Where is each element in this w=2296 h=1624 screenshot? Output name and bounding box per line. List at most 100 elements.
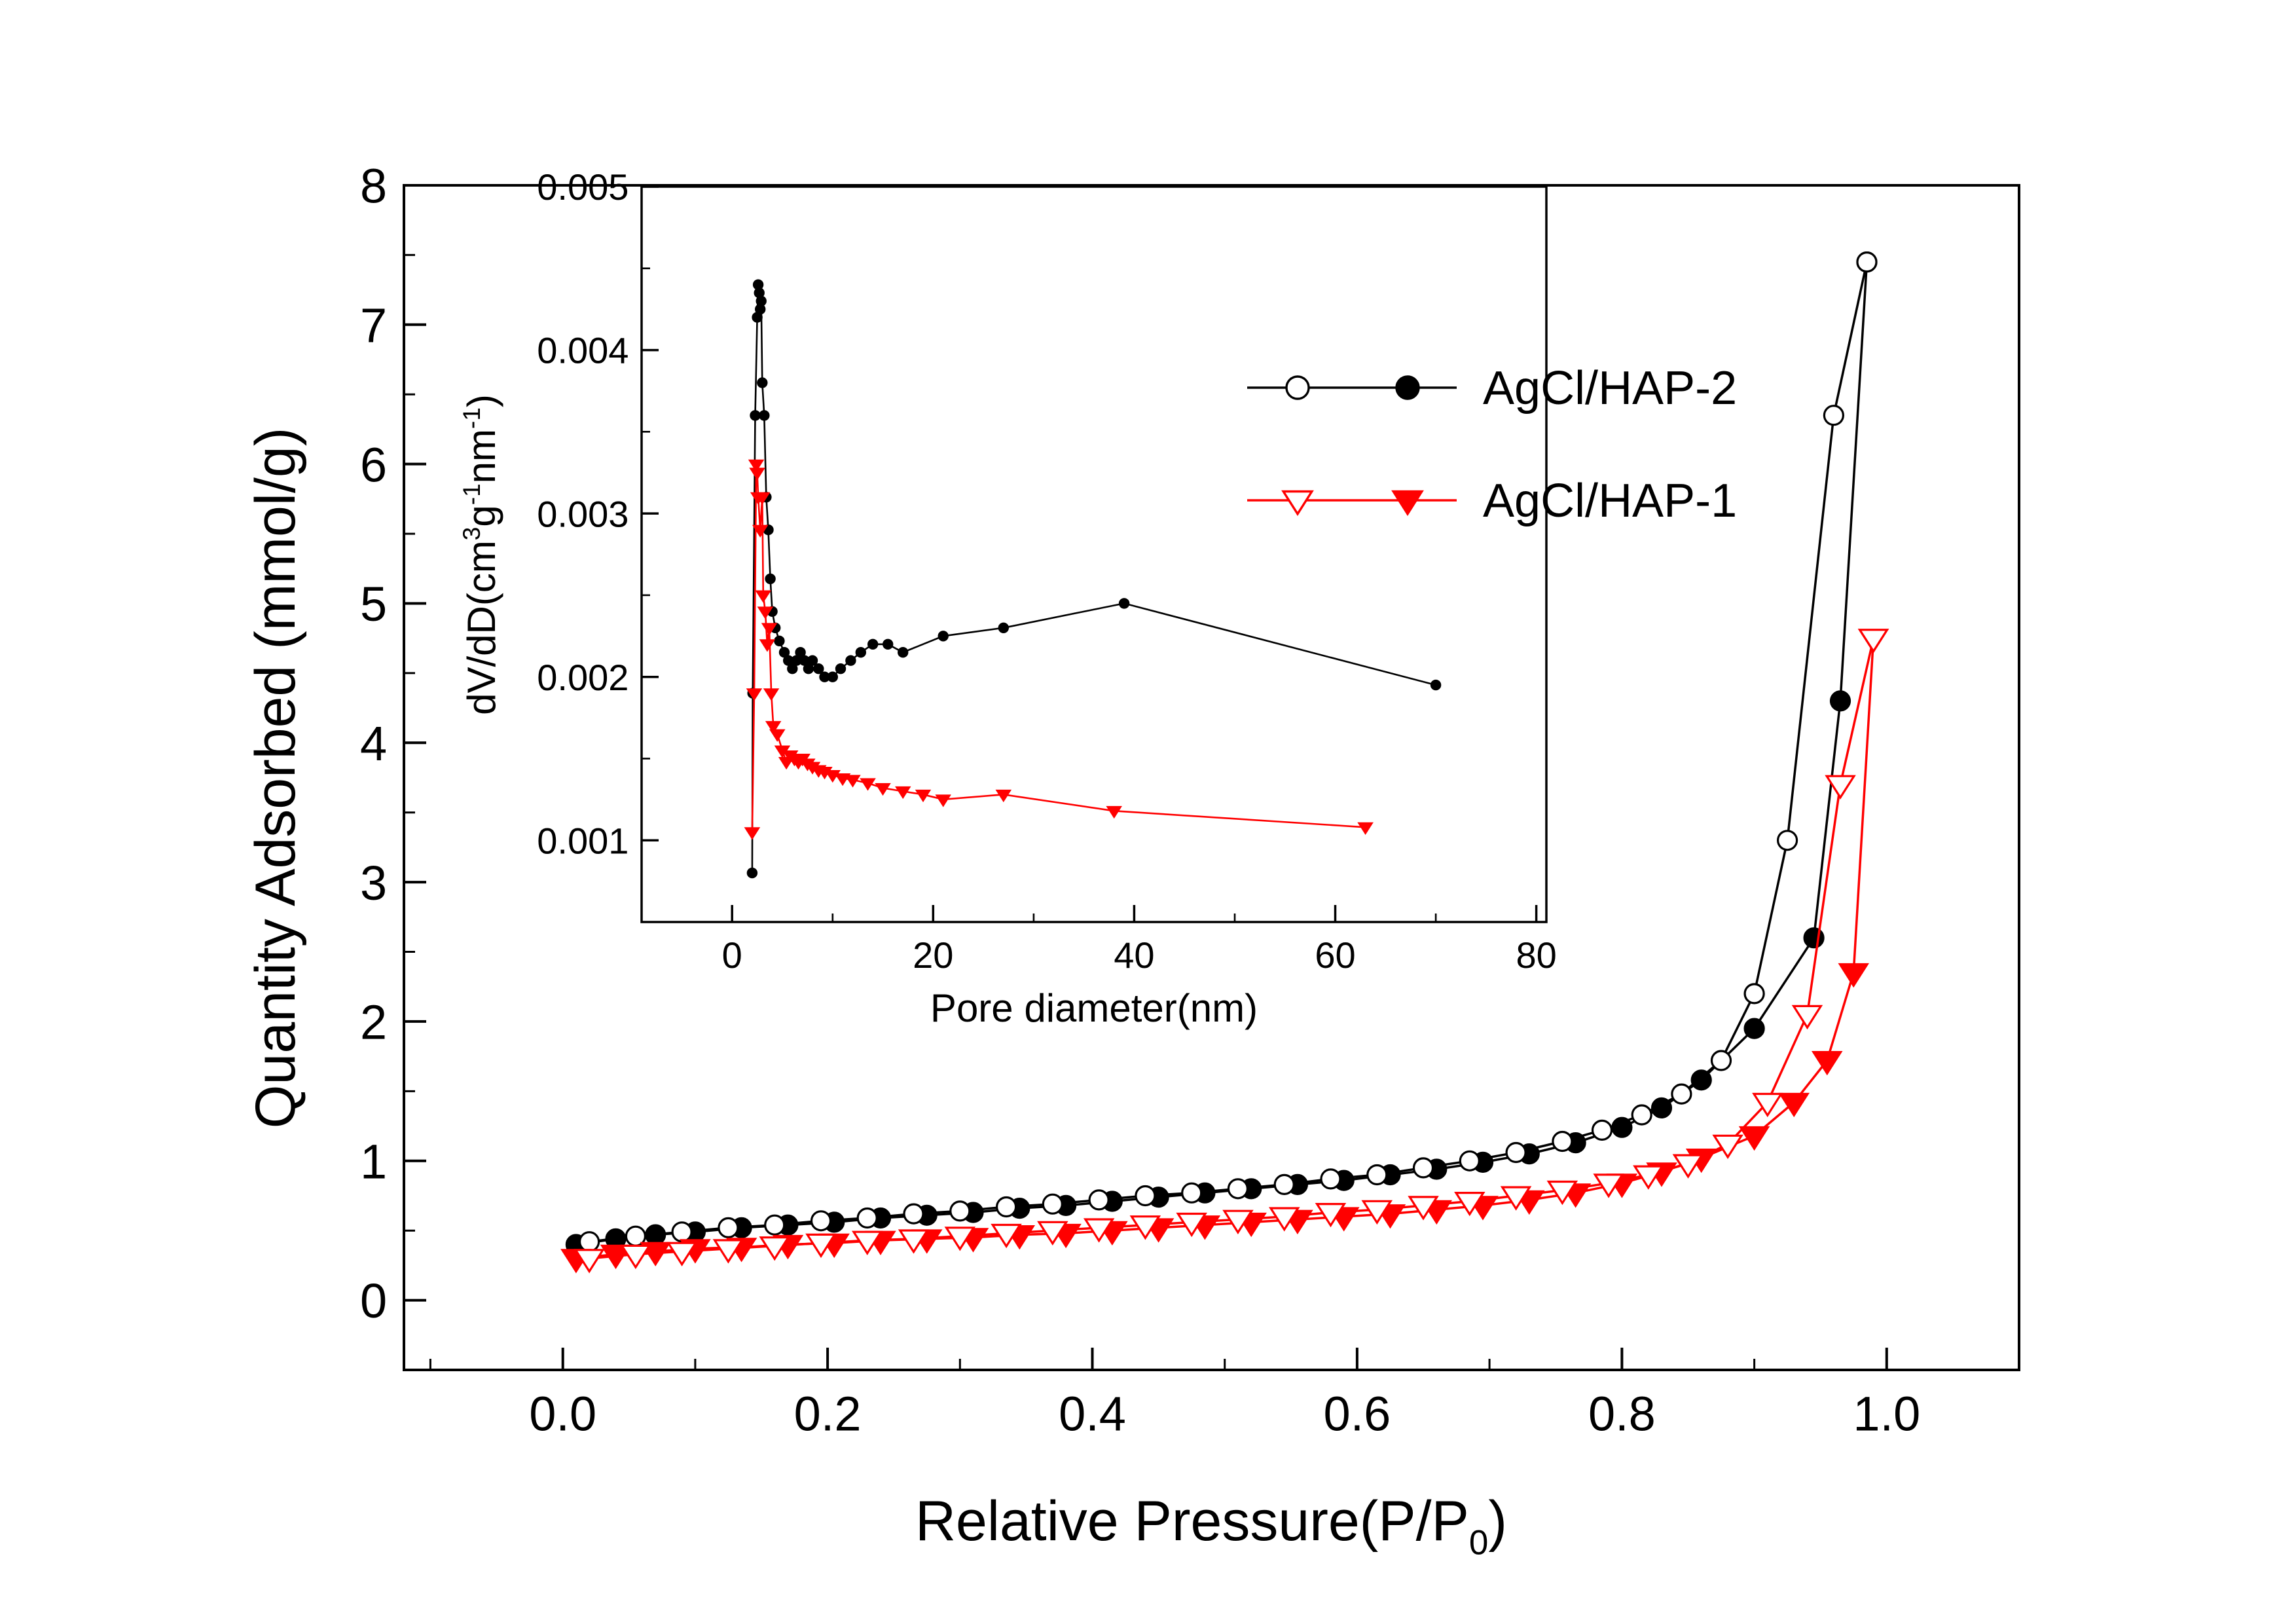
marker-triangle-open — [1037, 1221, 1068, 1246]
marker-triangle-open — [1633, 1165, 1664, 1190]
marker-circle-open — [1227, 1178, 1249, 1200]
marker-circle-filled — [882, 638, 894, 650]
marker-circle-open — [1273, 1173, 1295, 1196]
marker-circle-open — [1856, 251, 1878, 273]
marker-triangle-open — [851, 1230, 883, 1255]
y-tick-label: 7 — [360, 299, 387, 353]
marker-circle-filled — [1803, 927, 1825, 949]
marker-circle-open — [1552, 1130, 1573, 1153]
marker-triangle-filled — [1778, 1092, 1810, 1118]
marker-triangle-filled — [995, 789, 1012, 803]
x-tick-label: 0.0 — [529, 1387, 596, 1441]
marker-circle-filled — [750, 410, 761, 421]
marker-circle-open — [1042, 1193, 1063, 1215]
marker-triangle-open — [1752, 1092, 1783, 1118]
y-tick-label: 2 — [360, 995, 387, 1050]
marker-circle-filled — [765, 573, 776, 585]
marker-triangle-open — [1408, 1196, 1439, 1221]
marker-circle-filled — [1395, 375, 1420, 400]
marker-circle-filled — [759, 410, 770, 421]
inset-frame — [640, 185, 1548, 923]
marker-circle-open — [1285, 375, 1310, 400]
marker-circle-filled — [897, 647, 909, 658]
x-tick-label: 20 — [913, 934, 953, 976]
x-tick-label: 0.6 — [1323, 1387, 1391, 1441]
marker-triangle-open — [1454, 1191, 1485, 1217]
marker-triangle-filled — [895, 786, 911, 800]
marker-circle-filled — [795, 647, 806, 658]
marker-triangle-open — [1500, 1186, 1532, 1211]
marker-triangle-filled — [754, 492, 771, 505]
marker-circle-filled — [787, 663, 798, 674]
legend-entry-agcl-hap-1: AgCl/HAP-1 — [1247, 475, 1737, 527]
marker-triangle-open — [898, 1229, 930, 1254]
marker-triangle-open — [1176, 1212, 1207, 1238]
marker-triangle-open — [1672, 1154, 1704, 1179]
marker-triangle-open — [1361, 1200, 1393, 1225]
series-line — [751, 284, 1436, 874]
marker-triangle-filled — [752, 525, 769, 538]
marker-triangle-filled — [875, 783, 891, 796]
marker-triangle-filled — [757, 606, 774, 619]
marker-circle-open — [764, 1214, 786, 1236]
marker-triangle-filled — [746, 688, 763, 701]
y-tick-label: 0.004 — [537, 330, 629, 371]
marker-triangle-filled — [935, 794, 951, 807]
main-axes: 0.0 0.2 0.4 0.6 0.8 1.0 0 1 2 3 4 5 6 7 8 — [360, 159, 1920, 1441]
main-frame — [403, 184, 2020, 1371]
marker-circle-filled — [757, 377, 768, 388]
marker-triangle-open — [1315, 1202, 1347, 1228]
marker-triangle-filled — [1838, 963, 1870, 988]
legend: AgCl/HAP-2 AgCl/HAP-1 — [1247, 362, 1737, 527]
x-tick-label: 60 — [1315, 934, 1355, 976]
marker-circle-open — [1823, 405, 1844, 426]
marker-circle-filled — [746, 867, 758, 879]
marker-triangle-open — [620, 1244, 651, 1270]
marker-triangle-open — [574, 1249, 605, 1274]
marker-triangle-filled — [763, 688, 780, 701]
marker-triangle-filled — [1391, 490, 1424, 516]
marker-triangle-filled — [1357, 822, 1374, 836]
series-agcl-hap-1-pore-size-distribution — [744, 459, 1374, 840]
marker-triangle-open — [1593, 1173, 1624, 1198]
marker-circle-open — [1777, 830, 1798, 851]
marker-circle-open — [1366, 1164, 1388, 1186]
marker-circle-filled — [845, 655, 856, 666]
marker-triangle-filled — [755, 590, 772, 603]
marker-circle-open — [1631, 1104, 1652, 1126]
marker-circle-open — [949, 1200, 971, 1222]
series-agcl-hap-2-pore-size-distribution — [746, 279, 1442, 879]
marker-circle-filled — [1743, 1018, 1765, 1039]
marker-circle-open — [1505, 1141, 1527, 1164]
marker-circle-open — [1412, 1157, 1434, 1179]
x-tick-label: 1.0 — [1853, 1387, 1920, 1441]
marker-triangle-filled — [749, 468, 765, 481]
y-tick-label: 1 — [360, 1134, 387, 1189]
y-tick-label: 0.005 — [537, 166, 629, 208]
marker-circle-filled — [756, 295, 767, 306]
x-tick-label: 40 — [1114, 934, 1154, 976]
marker-circle-filled — [1690, 1069, 1712, 1091]
marker-triangle-filled — [769, 729, 786, 742]
marker-circle-filled — [1118, 598, 1130, 609]
marker-circle-open — [718, 1217, 739, 1239]
marker-circle-filled — [1430, 679, 1442, 691]
inset-x-axis-label: Pore diameter(nm) — [930, 986, 1258, 1030]
marker-triangle-open — [1857, 629, 1889, 654]
marker-circle-filled — [835, 663, 847, 674]
legend-label: AgCl/HAP-2 — [1483, 362, 1737, 415]
axis-labels: Relative Pressure(P/P0) dV/dD(cm3g-1nm-1) — [458, 394, 1507, 1562]
marker-circle-open — [1181, 1182, 1203, 1204]
marker-triangle-open — [805, 1233, 837, 1259]
marker-triangle-open — [759, 1236, 790, 1261]
marker-circle-filled — [998, 622, 1010, 633]
main-chart: 0.0 0.2 0.4 0.6 0.8 1.0 0 1 2 3 4 5 6 7 8 — [360, 159, 2020, 1441]
marker-triangle-filled — [915, 789, 932, 803]
marker-triangle-filled — [744, 827, 761, 840]
main-x-axis-label: Relative Pressure(P/P0) — [915, 1490, 1507, 1562]
x-tick-label: 0 — [722, 934, 742, 976]
marker-triangle-open — [1791, 1005, 1823, 1030]
marker-triangle-filled — [765, 721, 782, 734]
